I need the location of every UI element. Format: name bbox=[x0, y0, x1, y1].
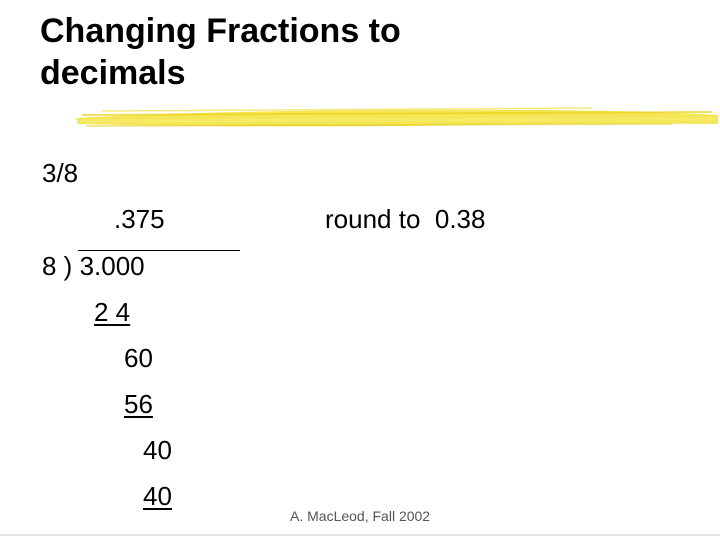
yellow-highlighter-stroke bbox=[76, 107, 718, 127]
quotient: .375 bbox=[114, 204, 165, 234]
remainder-step-2: 40 bbox=[143, 435, 172, 465]
division-bar bbox=[78, 250, 240, 251]
footer-divider bbox=[0, 534, 720, 536]
remainder-step-1: 60 bbox=[124, 343, 153, 373]
subtraction-step-1: 2 4 bbox=[94, 297, 131, 327]
rounding-note: round to 0.38 bbox=[325, 204, 486, 234]
footer-credit: A. MacLeod, Fall 2002 bbox=[290, 508, 431, 524]
fraction-label: 3/8 bbox=[42, 158, 79, 188]
slide-title-line-1: Changing Fractions to bbox=[40, 12, 401, 50]
divisor-and-dividend: 8 ) 3.000 bbox=[42, 251, 145, 281]
subtraction-step-2: 56 bbox=[124, 389, 153, 419]
subtraction-step-3: 40 bbox=[143, 481, 172, 511]
slide-title-line-2: decimals bbox=[40, 54, 186, 92]
slide-title: Changing Fractions to decimals bbox=[40, 10, 700, 94]
